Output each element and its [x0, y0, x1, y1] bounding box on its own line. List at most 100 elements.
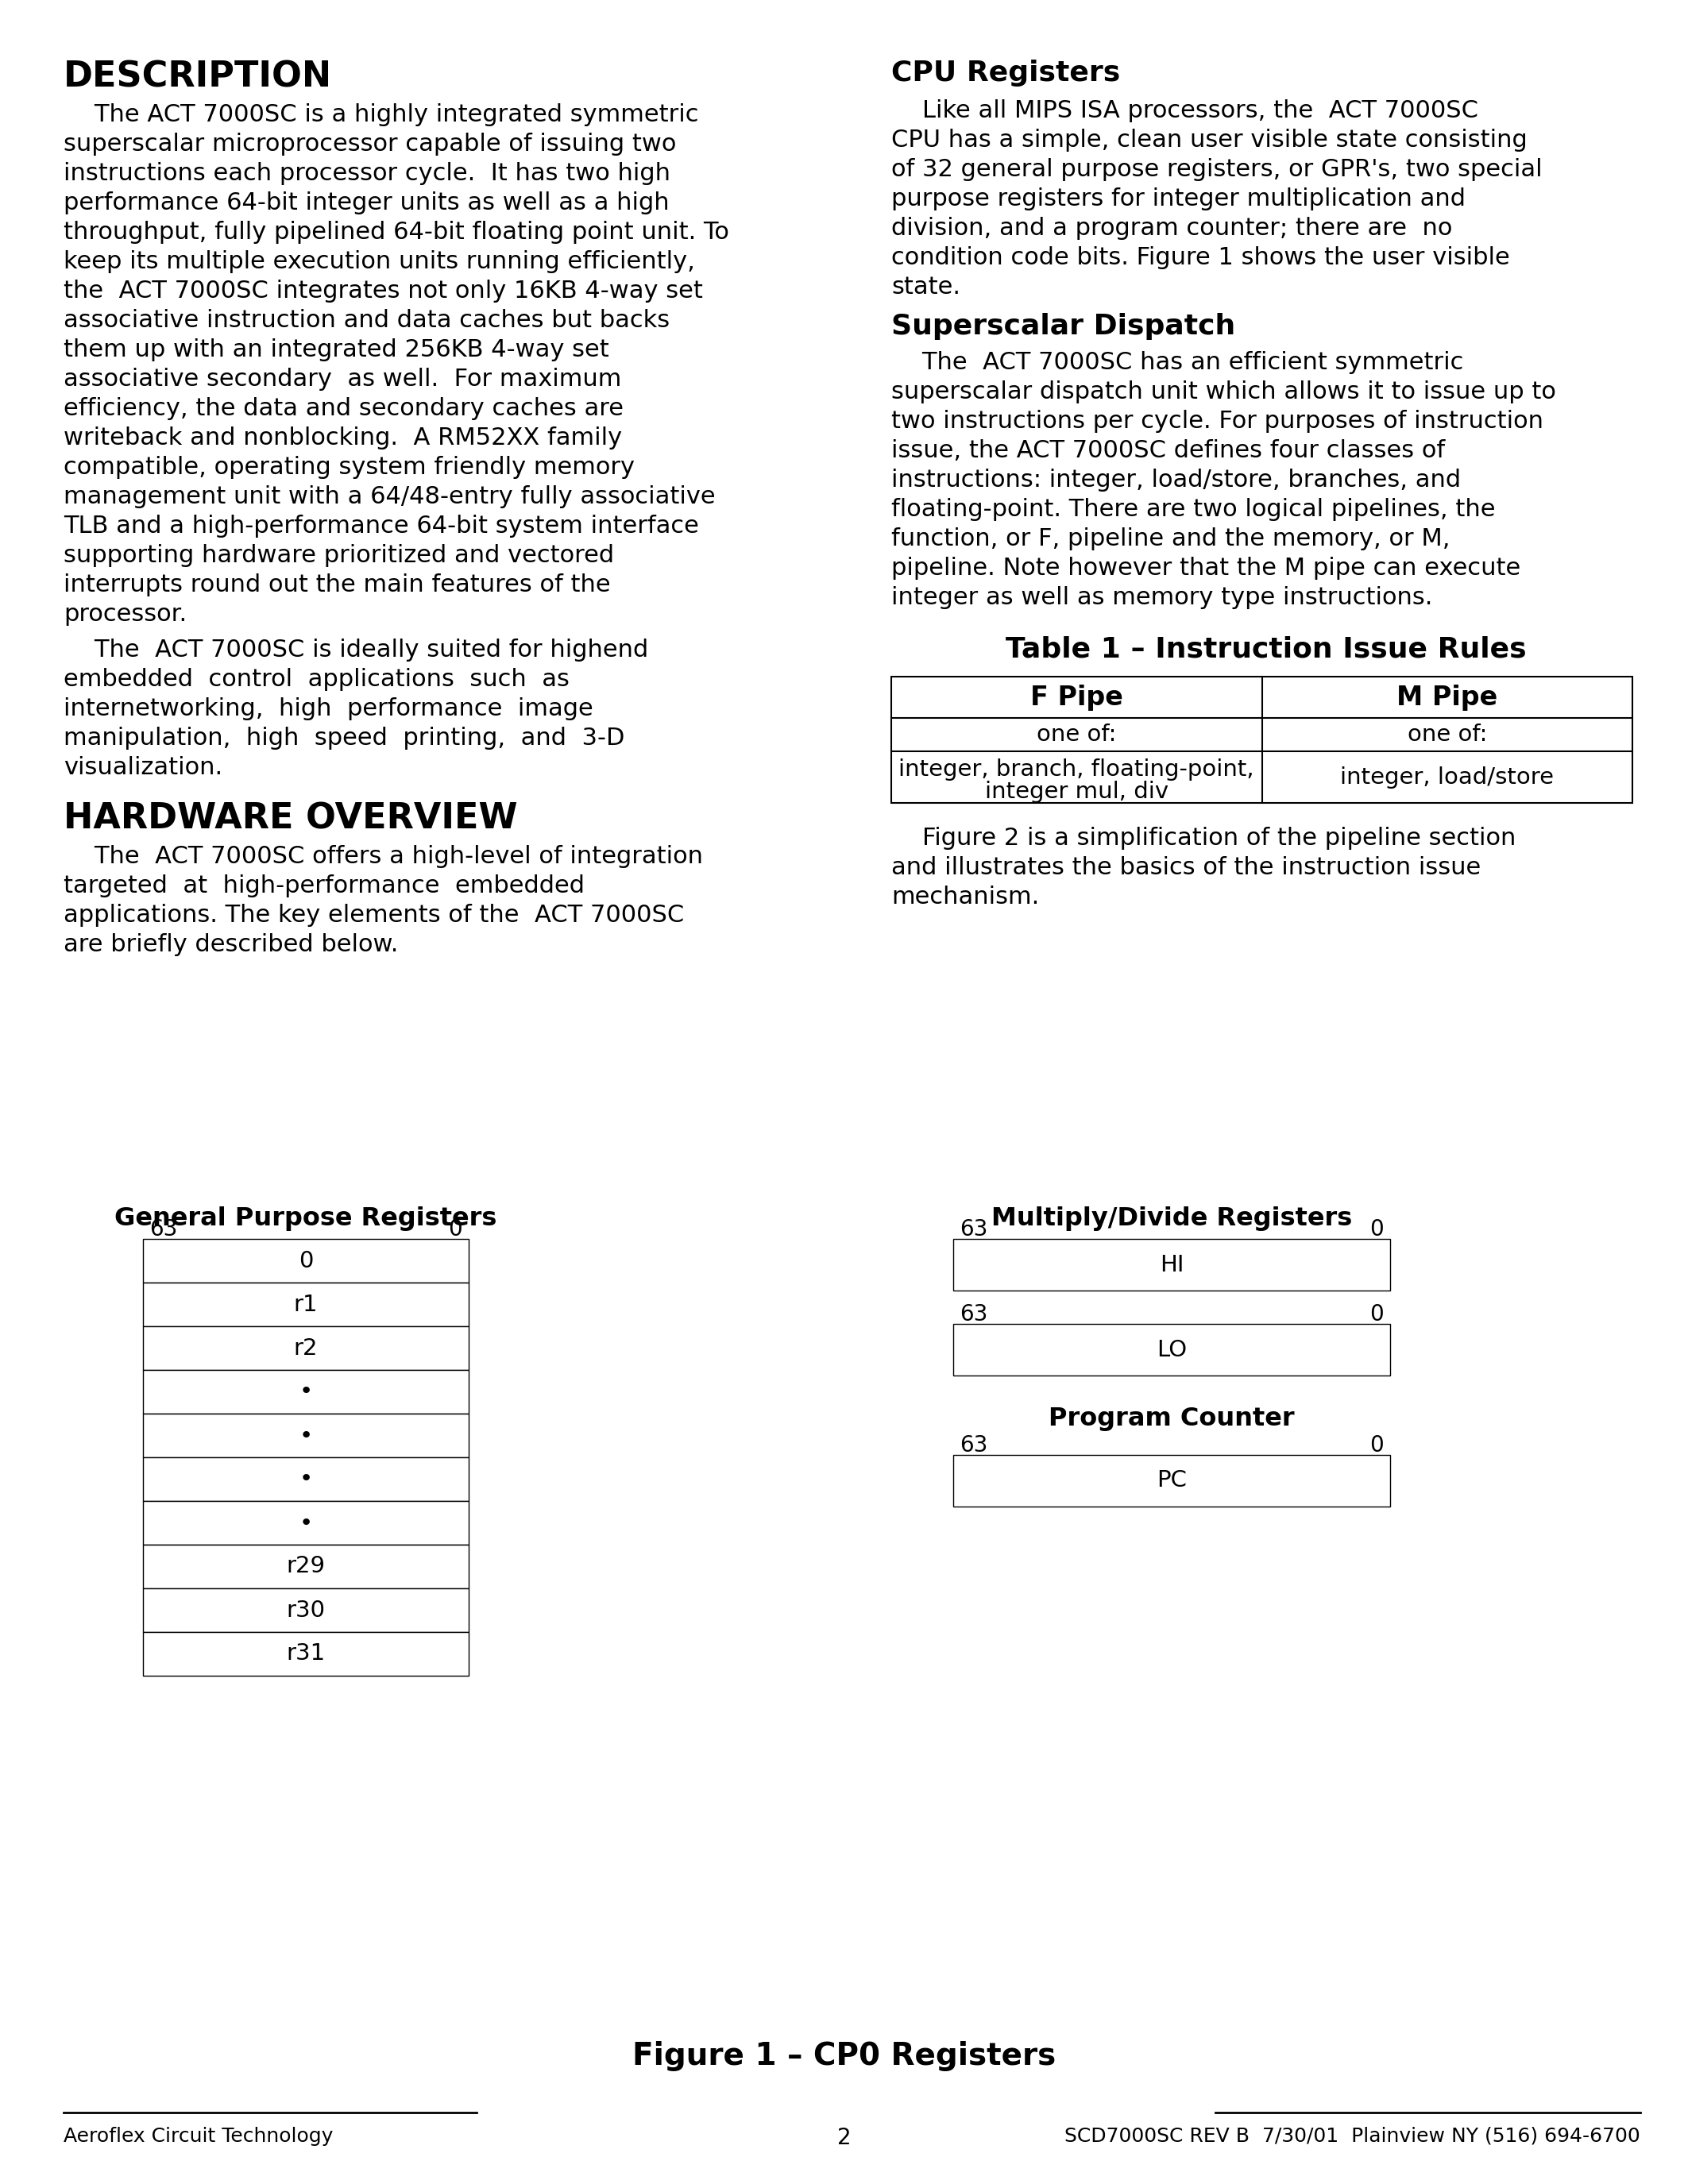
Text: function, or F, pipeline and the memory, or M,: function, or F, pipeline and the memory,…	[891, 526, 1450, 550]
Text: Aeroflex Circuit Technology: Aeroflex Circuit Technology	[64, 2127, 333, 2147]
Bar	[143, 1631, 469, 1675]
Text: •: •	[299, 1468, 312, 1489]
Text: 0: 0	[1369, 1304, 1384, 1326]
Text: The  ACT 7000SC offers a high-level of integration: The ACT 7000SC offers a high-level of in…	[64, 845, 702, 867]
Text: internetworking,  high  performance  image: internetworking, high performance image	[64, 697, 592, 721]
Text: supporting hardware prioritized and vectored: supporting hardware prioritized and vect…	[64, 544, 614, 568]
Text: targeted  at  high-performance  embedded: targeted at high-performance embedded	[64, 874, 584, 898]
Text: r30: r30	[287, 1599, 326, 1621]
Text: integer as well as memory type instructions.: integer as well as memory type instructi…	[891, 585, 1433, 609]
Text: integer mul, div: integer mul, div	[984, 780, 1168, 802]
Text: HARDWARE OVERVIEW: HARDWARE OVERVIEW	[64, 802, 518, 836]
Text: General Purpose Registers: General Purpose Registers	[115, 1206, 496, 1232]
Text: management unit with a 64/48-entry fully associative: management unit with a 64/48-entry fully…	[64, 485, 716, 509]
Text: CPU has a simple, clean user visible state consisting: CPU has a simple, clean user visible sta…	[891, 129, 1528, 151]
Text: instructions: integer, load/store, branches, and: instructions: integer, load/store, branc…	[891, 470, 1460, 491]
Text: writeback and nonblocking.  A RM52XX family: writeback and nonblocking. A RM52XX fami…	[64, 426, 623, 450]
Text: applications. The key elements of the  ACT 7000SC: applications. The key elements of the AC…	[64, 904, 684, 926]
Text: floating-point. There are two logical pipelines, the: floating-point. There are two logical pi…	[891, 498, 1496, 522]
Text: purpose registers for integer multiplication and: purpose registers for integer multiplica…	[891, 188, 1465, 210]
Text: throughput, fully pipelined 64-bit floating point unit. To: throughput, fully pipelined 64-bit float…	[64, 221, 729, 245]
Text: of 32 general purpose registers, or GPR's, two special: of 32 general purpose registers, or GPR'…	[891, 157, 1543, 181]
Text: instructions each processor cycle.  It has two high: instructions each processor cycle. It ha…	[64, 162, 670, 186]
Text: 0: 0	[1369, 1435, 1384, 1457]
Text: 0: 0	[1369, 1219, 1384, 1241]
Text: LO: LO	[1156, 1339, 1187, 1361]
Text: them up with an integrated 256KB 4-way set: them up with an integrated 256KB 4-way s…	[64, 339, 609, 360]
Text: Like all MIPS ISA processors, the  ACT 7000SC: Like all MIPS ISA processors, the ACT 70…	[891, 98, 1479, 122]
Bar	[891, 677, 1632, 804]
Bar	[954, 1455, 1391, 1507]
Text: The  ACT 7000SC is ideally suited for highend: The ACT 7000SC is ideally suited for hig…	[64, 638, 648, 662]
Bar	[143, 1500, 469, 1544]
Text: efficiency, the data and secondary caches are: efficiency, the data and secondary cache…	[64, 397, 623, 419]
Text: state.: state.	[891, 275, 960, 299]
Text: •: •	[299, 1511, 312, 1533]
Text: Table 1 – Instruction Issue Rules: Table 1 – Instruction Issue Rules	[1006, 636, 1526, 662]
Text: 0: 0	[449, 1219, 463, 1241]
Text: integer, branch, floating-point,: integer, branch, floating-point,	[898, 758, 1254, 780]
Text: Figure 2 is a simplification of the pipeline section: Figure 2 is a simplification of the pipe…	[891, 828, 1516, 850]
Text: one of:: one of:	[1036, 723, 1116, 745]
Text: DESCRIPTION: DESCRIPTION	[64, 59, 333, 94]
Text: and illustrates the basics of the instruction issue: and illustrates the basics of the instru…	[891, 856, 1480, 880]
Text: manipulation,  high  speed  printing,  and  3-D: manipulation, high speed printing, and 3…	[64, 727, 625, 749]
Text: HI: HI	[1160, 1254, 1183, 1275]
Text: superscalar dispatch unit which allows it to issue up to: superscalar dispatch unit which allows i…	[891, 380, 1556, 404]
Text: two instructions per cycle. For purposes of instruction: two instructions per cycle. For purposes…	[891, 411, 1543, 432]
Text: 63: 63	[149, 1219, 177, 1241]
Text: associative instruction and data caches but backs: associative instruction and data caches …	[64, 308, 670, 332]
Text: Figure 1 – CP0 Registers: Figure 1 – CP0 Registers	[633, 2042, 1055, 2070]
Bar	[143, 1369, 469, 1413]
Text: 0: 0	[299, 1249, 314, 1271]
Text: keep its multiple execution units running efficiently,: keep its multiple execution units runnin…	[64, 251, 695, 273]
Bar	[143, 1282, 469, 1326]
Text: r1: r1	[294, 1293, 317, 1315]
Text: F Pipe: F Pipe	[1030, 684, 1123, 710]
Text: condition code bits. Figure 1 shows the user visible: condition code bits. Figure 1 shows the …	[891, 247, 1509, 269]
Text: The  ACT 7000SC has an efficient symmetric: The ACT 7000SC has an efficient symmetri…	[891, 352, 1463, 373]
Text: performance 64-bit integer units as well as a high: performance 64-bit integer units as well…	[64, 192, 670, 214]
Text: r2: r2	[294, 1337, 317, 1358]
Bar	[143, 1457, 469, 1500]
Text: superscalar microprocessor capable of issuing two: superscalar microprocessor capable of is…	[64, 133, 677, 155]
Bar	[143, 1413, 469, 1457]
Text: The ACT 7000SC is a highly integrated symmetric: The ACT 7000SC is a highly integrated sy…	[64, 103, 699, 127]
Text: processor.: processor.	[64, 603, 187, 627]
Text: division, and a program counter; there are  no: division, and a program counter; there a…	[891, 216, 1452, 240]
Text: CPU Registers: CPU Registers	[891, 59, 1121, 87]
Text: the  ACT 7000SC integrates not only 16KB 4-way set: the ACT 7000SC integrates not only 16KB …	[64, 280, 702, 304]
Text: visualization.: visualization.	[64, 756, 223, 780]
Text: integer, load/store: integer, load/store	[1340, 767, 1555, 788]
Text: •: •	[299, 1424, 312, 1446]
Text: •: •	[299, 1380, 312, 1402]
Text: TLB and a high-performance 64-bit system interface: TLB and a high-performance 64-bit system…	[64, 515, 699, 537]
Text: Program Counter: Program Counter	[1048, 1406, 1295, 1431]
Text: compatible, operating system friendly memory: compatible, operating system friendly me…	[64, 456, 635, 478]
Text: interrupts round out the main features of the: interrupts round out the main features o…	[64, 574, 611, 596]
Bar	[143, 1326, 469, 1369]
Text: Multiply/Divide Registers: Multiply/Divide Registers	[991, 1206, 1352, 1232]
Text: one of:: one of:	[1408, 723, 1487, 745]
Text: 63: 63	[959, 1304, 987, 1326]
Text: issue, the ACT 7000SC defines four classes of: issue, the ACT 7000SC defines four class…	[891, 439, 1445, 463]
Text: r31: r31	[287, 1642, 326, 1664]
Text: pipeline. Note however that the M pipe can execute: pipeline. Note however that the M pipe c…	[891, 557, 1521, 579]
Text: mechanism.: mechanism.	[891, 885, 1040, 909]
Bar	[954, 1238, 1391, 1291]
Text: PC: PC	[1156, 1470, 1187, 1492]
Bar	[143, 1544, 469, 1588]
Text: are briefly described below.: are briefly described below.	[64, 933, 398, 957]
Bar	[143, 1588, 469, 1631]
Text: M Pipe: M Pipe	[1396, 684, 1497, 710]
Text: 63: 63	[959, 1219, 987, 1241]
Text: associative secondary  as well.  For maximum: associative secondary as well. For maxim…	[64, 367, 621, 391]
Text: 63: 63	[959, 1435, 987, 1457]
Text: SCD7000SC REV B  7/30/01  Plainview NY (516) 694-6700: SCD7000SC REV B 7/30/01 Plainview NY (51…	[1065, 2127, 1641, 2147]
Text: r29: r29	[287, 1555, 326, 1577]
Text: Superscalar Dispatch: Superscalar Dispatch	[891, 312, 1236, 341]
Bar	[143, 1238, 469, 1282]
Text: 2: 2	[837, 2127, 851, 2149]
Bar	[954, 1324, 1391, 1376]
Text: embedded  control  applications  such  as: embedded control applications such as	[64, 668, 569, 690]
